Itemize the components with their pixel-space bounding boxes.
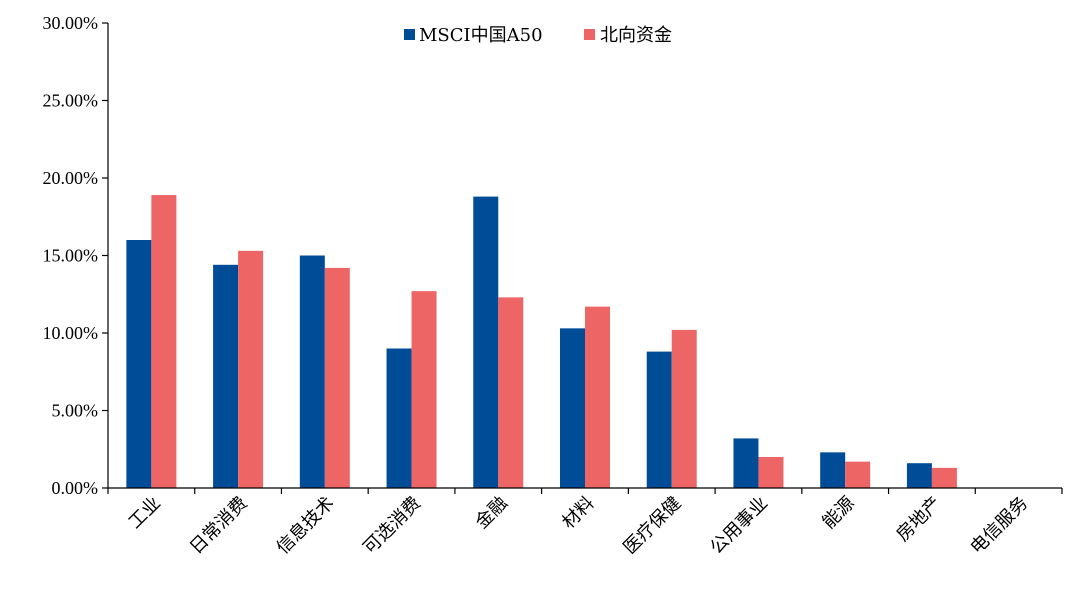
bar-msci <box>213 264 239 488</box>
bar-northbound <box>671 329 697 488</box>
bar-northbound <box>931 467 957 488</box>
y-tick-label: 25.00% <box>43 91 99 111</box>
x-tick-label: 医疗保健 <box>620 493 686 559</box>
bar-northbound <box>585 306 610 488</box>
x-axis: 工业 日常消费 信息技术 可选消费 金融 材料 医疗保健 公用事业 能源 房地产 电信服务 <box>107 487 1063 559</box>
bars <box>126 195 957 489</box>
x-tick-label: 公用事业 <box>706 493 772 559</box>
bar-msci <box>126 240 152 488</box>
x-tick-label: 能源 <box>818 493 858 533</box>
legend-label-northbound: 北向资金 <box>600 25 672 46</box>
x-tick-label: 信息技术 <box>273 493 339 559</box>
y-tick-label: 0.00% <box>52 478 99 498</box>
bar-msci <box>560 328 585 488</box>
x-tick-label: 可选消费 <box>359 493 425 559</box>
y-axis: 0.00% 5.00% 10.00% 15.00% 20.00% 25.00% 30.00% <box>43 13 109 498</box>
legend: MSCI中国A50 北向资金 <box>404 25 672 46</box>
x-tick-label: 工业 <box>125 493 165 533</box>
y-tick-label: 30.00% <box>43 13 99 33</box>
bar-northbound <box>324 267 350 488</box>
legend-label-msci: MSCI中国A50 <box>419 25 543 46</box>
bar-msci <box>820 452 846 488</box>
y-tick-label: 20.00% <box>43 168 99 188</box>
legend-swatch-msci <box>404 29 415 40</box>
x-tick-label: 日常消费 <box>186 493 252 559</box>
bar-northbound <box>845 461 871 488</box>
bar-msci <box>386 348 412 488</box>
legend-swatch-northbound <box>584 29 595 40</box>
x-tick-label: 材料 <box>558 493 598 533</box>
bar-northbound <box>498 297 524 488</box>
bar-northbound <box>411 291 437 488</box>
y-tick-label: 10.00% <box>43 323 99 343</box>
x-tick-label: 房地产 <box>892 493 945 546</box>
bar-northbound <box>151 195 177 489</box>
x-tick-label: 金融 <box>472 493 512 533</box>
bar-msci <box>906 463 932 488</box>
bar-msci <box>646 351 672 488</box>
bar-msci <box>299 255 325 488</box>
bar-msci <box>733 438 759 488</box>
bar-northbound <box>238 250 264 488</box>
bar-msci <box>473 196 499 488</box>
bar-northbound <box>758 457 784 488</box>
y-tick-label: 15.00% <box>43 246 99 266</box>
y-tick-label: 5.00% <box>52 401 99 421</box>
x-tick-label: 电信服务 <box>966 493 1032 559</box>
